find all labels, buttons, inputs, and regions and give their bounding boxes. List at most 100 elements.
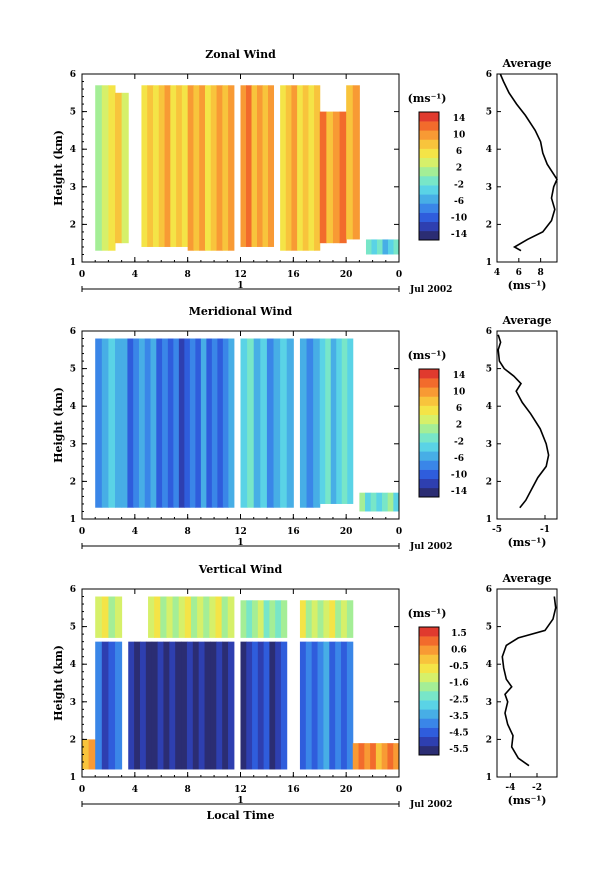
heatmap-cell xyxy=(263,600,270,638)
y-tick-label: 4 xyxy=(70,145,76,155)
x-tick-label: 4 xyxy=(132,785,138,795)
colorbar-tick-label: -4.5 xyxy=(449,728,468,738)
colorbar-tick-label: -2 xyxy=(454,180,464,190)
heatmap-cell xyxy=(115,92,123,244)
heatmap-cell xyxy=(323,641,330,770)
x-tick-label: 0 xyxy=(396,527,402,537)
heatmap-cell xyxy=(323,600,330,638)
profile-y-tick-label: 3 xyxy=(486,440,492,450)
colorbar-swatch xyxy=(419,203,439,213)
colorbar-unit: (ms⁻¹) xyxy=(408,349,447,362)
heatmap-cell xyxy=(387,492,394,512)
colorbar-swatch xyxy=(419,405,439,416)
colorbar-swatch xyxy=(419,166,439,177)
y-tick-label: 2 xyxy=(70,220,76,230)
colorbar-swatch xyxy=(419,627,439,637)
heatmap-cell xyxy=(346,600,354,638)
heatmap-cell xyxy=(280,338,288,508)
x-tick-label: 12 xyxy=(234,527,247,537)
heatmap-cell xyxy=(341,641,348,770)
heatmap-cell xyxy=(95,338,103,508)
heatmap-cell xyxy=(291,85,298,251)
profile-x-tick-label: 8 xyxy=(538,268,544,278)
heatmap-cell xyxy=(139,641,147,770)
x-tick-label: 8 xyxy=(185,270,191,280)
colorbar-swatch xyxy=(419,378,439,388)
heatmap-cell xyxy=(330,338,337,504)
heatmap-cell xyxy=(144,338,152,508)
y-tick-label: 2 xyxy=(70,735,76,745)
heatmap-cell xyxy=(115,338,123,508)
heatmap-cell xyxy=(319,111,327,244)
heatmap-cell xyxy=(317,600,324,638)
heatmap-cell xyxy=(228,85,235,251)
colorbar-swatch xyxy=(419,469,439,480)
heatmap-cell xyxy=(268,85,275,247)
profile-frame xyxy=(496,73,558,263)
heatmap-cell xyxy=(280,600,288,638)
panel-title: Zonal Wind xyxy=(205,48,276,61)
heatmap-cell xyxy=(88,739,96,770)
heatmap-cell xyxy=(178,596,186,638)
heatmap-cell xyxy=(329,600,336,638)
x-tick-label: 0 xyxy=(396,270,402,280)
heatmap-cell xyxy=(393,239,400,255)
colorbar-tick-label: -14 xyxy=(451,230,467,240)
heatmap-cell xyxy=(209,596,216,638)
profile-x-label: (ms⁻¹) xyxy=(508,794,547,807)
heatmap-cell xyxy=(299,600,307,638)
colorbar-swatch xyxy=(419,460,439,470)
heatmap-cell xyxy=(148,596,155,638)
y-tick-label: 4 xyxy=(70,402,76,412)
heatmap-cell xyxy=(305,600,313,638)
heatmap-cell xyxy=(262,85,269,247)
heatmap-cell xyxy=(269,641,276,770)
profile-frame xyxy=(496,330,558,520)
x-tick-label: 4 xyxy=(132,527,138,537)
colorbar-swatch xyxy=(419,221,439,232)
heatmap-cell xyxy=(101,338,109,508)
y-tick-label: 1 xyxy=(70,515,76,525)
heatmap-cell xyxy=(199,85,206,251)
profile-x-label: (ms⁻¹) xyxy=(508,279,547,292)
heatmap-cell xyxy=(341,338,348,504)
colorbar-unit: (ms⁻¹) xyxy=(408,607,447,620)
x-tick-label: 12 xyxy=(234,785,247,795)
heatmap-cell xyxy=(172,596,180,638)
heatmap-cell xyxy=(222,338,229,508)
heatmap-cell xyxy=(240,338,248,508)
heatmap-cell xyxy=(154,596,161,638)
y-tick-label: 6 xyxy=(70,585,76,595)
heatmap-cell xyxy=(387,239,394,255)
heatmap-cell xyxy=(152,85,160,247)
colorbar-swatch xyxy=(419,691,439,701)
heatmap-cell xyxy=(128,641,135,770)
heatmap-cell xyxy=(269,600,276,638)
heatmap-cell xyxy=(240,85,247,247)
profile-y-tick-label: 5 xyxy=(486,108,492,118)
colorbar-swatch xyxy=(419,130,439,140)
heatmap-cell xyxy=(275,641,282,770)
profile-y-tick-label: 6 xyxy=(486,70,492,80)
colorbar-tick-label: -10 xyxy=(451,213,467,223)
colorbar-swatch xyxy=(419,442,439,452)
colorbar-tick-label: -5.5 xyxy=(449,745,468,755)
profile-title: Average xyxy=(501,57,551,70)
heatmap-cell xyxy=(160,596,167,638)
date-label: Jul 2002 xyxy=(409,800,452,810)
heatmap-cell xyxy=(108,596,116,638)
heatmap-cell xyxy=(352,85,360,240)
heatmap-cell xyxy=(376,239,383,255)
heatmap-cell xyxy=(108,338,116,508)
profile-x-tick-label: 4 xyxy=(494,268,500,278)
y-tick-label: 3 xyxy=(70,698,76,708)
colorbar-frame xyxy=(418,111,440,241)
heatmap-cell xyxy=(240,641,247,770)
profile-y-tick-label: 3 xyxy=(486,183,492,193)
profile-x-tick-label: -1 xyxy=(540,525,550,535)
y-axis-label: Height (km) xyxy=(52,130,65,206)
heatmap-cell xyxy=(317,641,324,770)
profile-y-tick-label: 2 xyxy=(486,477,492,487)
profile-line xyxy=(497,334,550,509)
